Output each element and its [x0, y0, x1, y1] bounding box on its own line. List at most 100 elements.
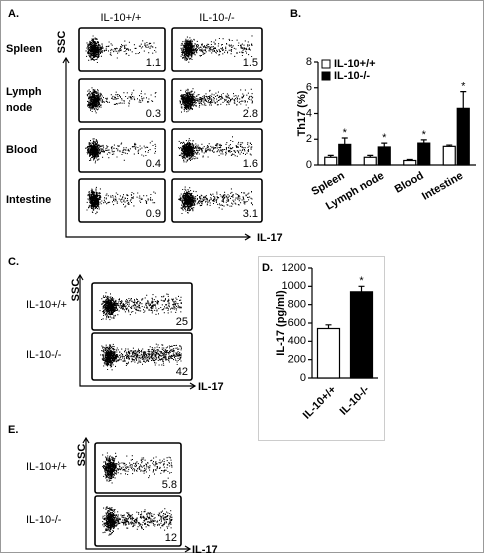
- y-tick-label: 0: [306, 159, 312, 171]
- y-tick-label: 400: [288, 335, 306, 347]
- row-label: IL-10+/+: [26, 299, 67, 311]
- axis-label: IL-17: [198, 381, 224, 393]
- y-tick-label: 800: [288, 299, 306, 311]
- error-bar: [325, 324, 332, 329]
- annotation: *: [359, 275, 364, 287]
- flow-plot: [171, 128, 263, 173]
- events: [100, 343, 182, 371]
- bar: [363, 156, 377, 166]
- bar: [442, 145, 456, 166]
- panel-label: A.: [8, 8, 19, 20]
- y-tick-label: 2: [306, 133, 312, 145]
- axis-label: SSC: [70, 279, 82, 302]
- events: [99, 292, 182, 321]
- bar: [377, 146, 391, 166]
- error-bar: [327, 154, 334, 158]
- error-bar: [381, 142, 388, 147]
- column-header: IL-10+/+: [101, 12, 142, 24]
- row-label: IL-10-/-: [26, 349, 62, 361]
- row-label: IL-10-/-: [26, 514, 62, 526]
- row-label: IL-10+/+: [26, 461, 67, 473]
- bar: [417, 142, 431, 166]
- error-bar: [367, 154, 374, 158]
- y-tick-label: 1200: [282, 262, 306, 274]
- panel-label: C.: [8, 256, 19, 268]
- axis-label: SSC: [56, 31, 68, 54]
- flow-plot: [78, 128, 166, 173]
- y-tick-label: 6: [306, 82, 312, 94]
- gate-percent: 0.4: [146, 158, 161, 170]
- axis-label: SSC: [76, 444, 88, 467]
- axis-label: IL-17: [257, 232, 283, 244]
- gate-percent: 0.9: [146, 208, 161, 220]
- gate-percent: 1.6: [243, 158, 258, 170]
- bar: [316, 327, 341, 379]
- gate-percent: 42: [176, 366, 188, 378]
- gate-percent: 25: [176, 316, 188, 328]
- arrow: [62, 56, 70, 64]
- bar: [324, 156, 338, 166]
- legend-label: IL-10+/+: [334, 58, 376, 70]
- bar: [403, 159, 417, 166]
- y-tick-label: 8: [306, 56, 312, 68]
- flow-plot: [94, 442, 182, 494]
- error-bar: [446, 144, 453, 147]
- y-axis-label: IL-17 (pg/ml): [275, 290, 287, 356]
- y-tick-label: 600: [288, 317, 306, 329]
- events: [85, 35, 157, 64]
- y-tick-label: 0: [300, 372, 306, 384]
- arrow: [244, 233, 252, 241]
- arrow: [189, 382, 197, 390]
- annotation: *: [382, 132, 387, 144]
- events: [179, 88, 254, 113]
- events: [86, 186, 156, 215]
- events: [86, 87, 157, 114]
- arrow: [82, 436, 90, 444]
- events: [85, 138, 157, 164]
- error-bar: [460, 91, 467, 109]
- row-label: Intestine: [6, 194, 51, 206]
- bar: [456, 107, 470, 166]
- events: [102, 452, 173, 484]
- gate-percent: 3.1: [243, 208, 258, 220]
- events: [180, 35, 253, 63]
- gate-percent: 12: [165, 532, 177, 544]
- gate-percent: 0.3: [146, 108, 161, 120]
- annotation: *: [422, 129, 427, 141]
- error-bar: [406, 158, 413, 161]
- row-label: Spleen: [6, 43, 42, 55]
- error-bar: [358, 285, 365, 292]
- flow-plot: [171, 78, 263, 123]
- panel-d-border: [258, 256, 385, 441]
- bar: [349, 291, 374, 379]
- events: [102, 506, 173, 536]
- flow-plot: [78, 27, 166, 72]
- row-label: node: [6, 102, 32, 114]
- flow-axes: [65, 58, 250, 238]
- error-bar: [341, 137, 348, 145]
- flow-plot: [171, 178, 263, 223]
- panel-label: E.: [8, 424, 18, 436]
- legend-swatch: [321, 59, 331, 69]
- bar: [338, 143, 352, 166]
- y-axis-label: Th17 (%): [296, 90, 308, 136]
- row-label: Lymph: [6, 86, 42, 98]
- flow-axes: [79, 275, 195, 387]
- flow-plot: [171, 27, 263, 72]
- arrow: [184, 545, 192, 553]
- gate-percent: 1.1: [146, 57, 161, 69]
- column-header: IL-10-/-: [199, 12, 235, 24]
- legend-label: IL-10-/-: [334, 70, 370, 82]
- flow-plot: [94, 495, 182, 547]
- axis-label: IL-17: [192, 544, 218, 553]
- panel-label: D.: [262, 262, 273, 274]
- row-label: Blood: [6, 144, 37, 156]
- y-tick-label: 4: [306, 107, 312, 119]
- gate-percent: 5.8: [162, 479, 177, 491]
- y-tick-label: 200: [288, 354, 306, 366]
- y-tick-label: 1000: [282, 280, 306, 292]
- gate-percent: 1.5: [243, 57, 258, 69]
- gate-percent: 2.8: [243, 108, 258, 120]
- arrow: [76, 273, 84, 281]
